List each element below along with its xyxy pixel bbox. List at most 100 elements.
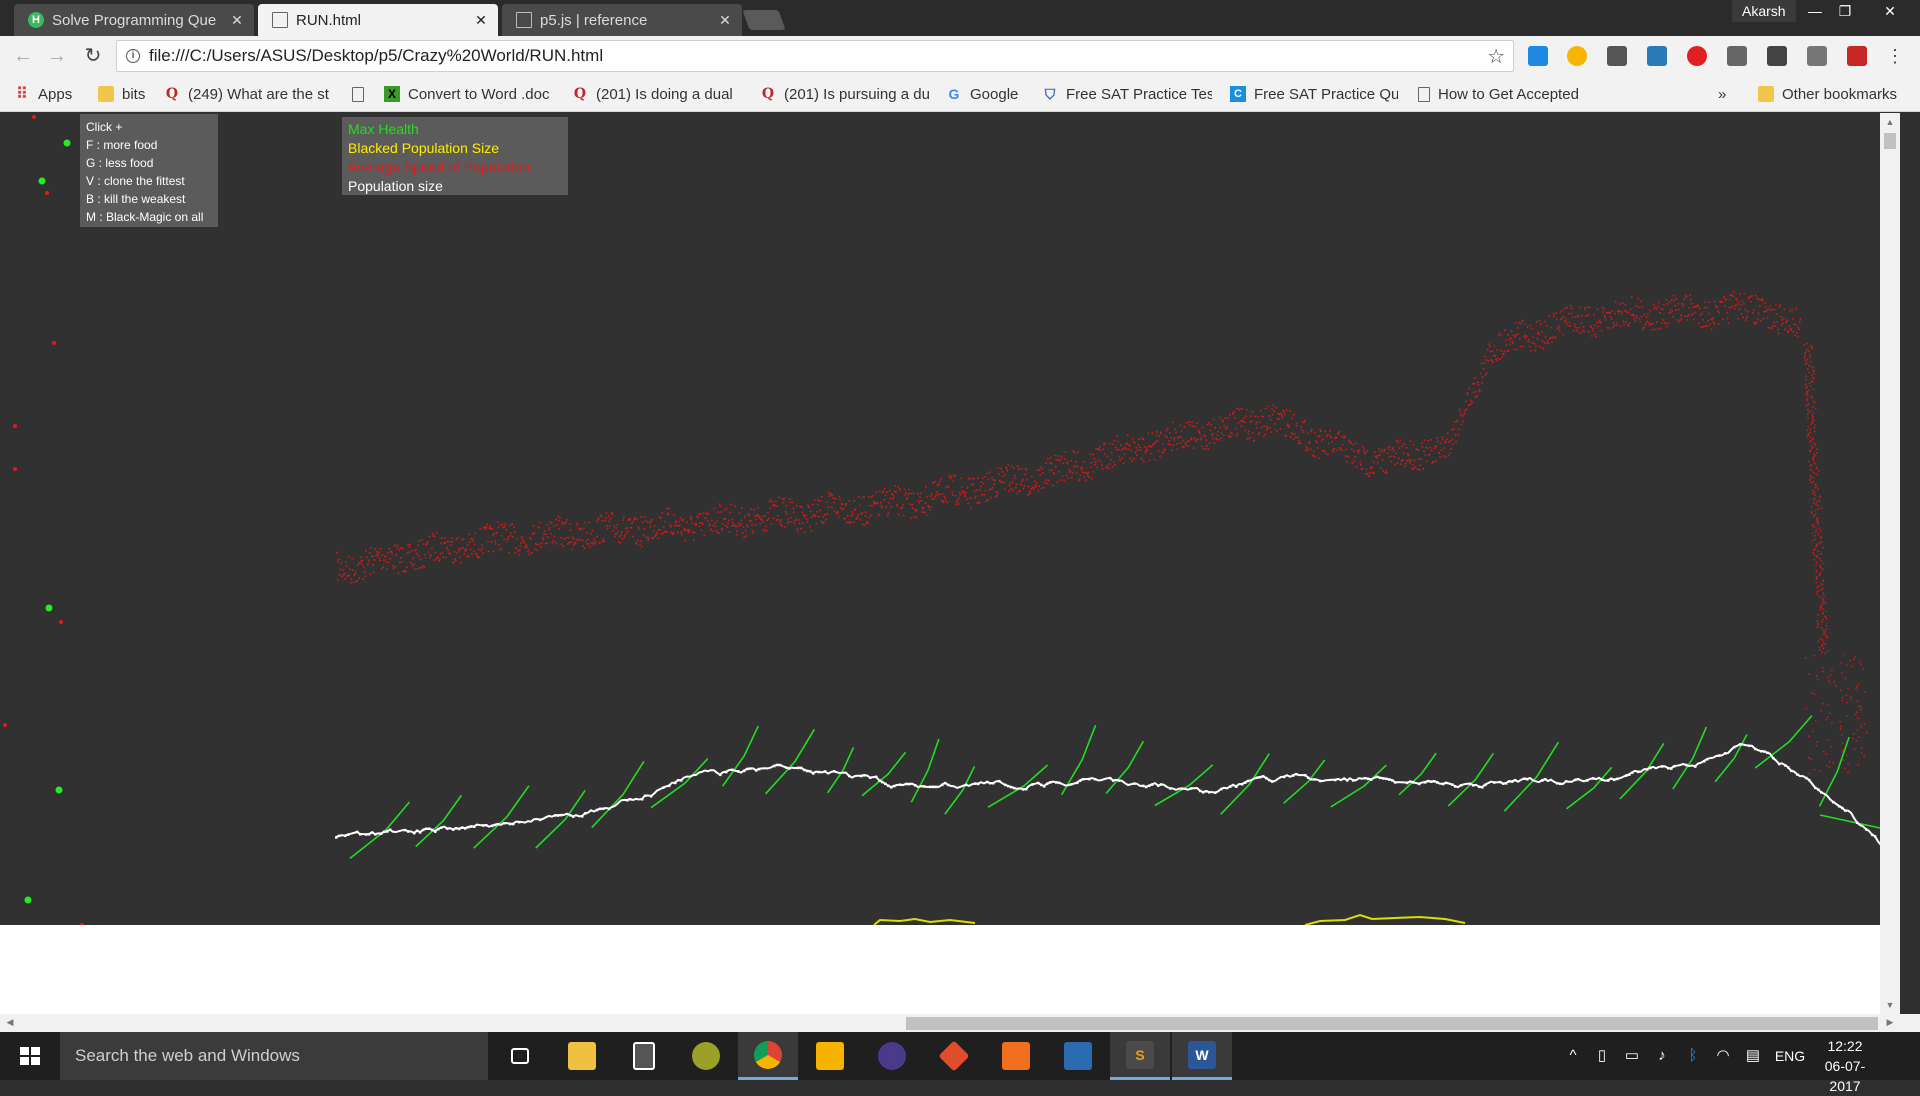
close-icon[interactable]: ✕ <box>719 11 731 28</box>
extension-star-icon[interactable] <box>1567 46 1587 66</box>
taskbar-file-explorer[interactable] <box>552 1032 612 1080</box>
menu-icon[interactable]: ⋮ <box>1886 46 1904 66</box>
bookmark-sat-questions[interactable]: C Free SAT Practice Que <box>1230 84 1398 104</box>
speed-point <box>357 564 359 566</box>
extension-icon[interactable] <box>1727 46 1747 66</box>
taskbar-app-2[interactable] <box>986 1032 1046 1080</box>
population-point <box>863 774 866 777</box>
usb-icon[interactable]: ▯ <box>1597 1047 1607 1064</box>
clock[interactable]: 12:22 06-07-2017 <box>1810 1036 1880 1096</box>
opera-icon[interactable] <box>1687 46 1707 66</box>
speed-point <box>638 528 640 531</box>
tab-solve-programming[interactable]: H Solve Programming Que ✕ <box>14 4 254 36</box>
taskbar-remote-desktop[interactable] <box>1048 1032 1108 1080</box>
speed-point <box>1467 404 1470 407</box>
reload-icon[interactable]: ↻ <box>84 45 102 67</box>
start-button[interactable] <box>0 1032 60 1080</box>
extension-icon[interactable] <box>1528 46 1548 66</box>
horizontal-scroll-thumb[interactable] <box>906 1017 1878 1030</box>
bookmark-google[interactable]: G Google <box>946 84 1019 104</box>
action-center-icon[interactable]: ▤ <box>1745 1047 1761 1064</box>
population-point <box>425 827 428 831</box>
speed-point <box>1064 451 1067 453</box>
horizontal-scrollbar[interactable]: ◀ ▶ <box>0 1014 1900 1032</box>
back-arrow-icon[interactable]: ← <box>13 45 33 67</box>
profile-button[interactable]: Akarsh <box>1732 0 1796 22</box>
wifi-icon[interactable]: ◠ <box>1716 1047 1730 1064</box>
close-icon[interactable]: ✕ <box>231 11 243 28</box>
speed-point <box>521 537 524 540</box>
speed-point <box>826 501 828 503</box>
minimize-icon[interactable]: — <box>1808 3 1822 19</box>
extension-icon[interactable] <box>1847 46 1867 66</box>
taskbar-search[interactable]: Search the web and Windows <box>60 1032 488 1080</box>
bluetooth-icon[interactable]: ᛒ <box>1688 1047 1698 1064</box>
restore-icon[interactable]: ❐ <box>1838 3 1852 19</box>
extension-icon[interactable] <box>1807 46 1827 66</box>
address-bar[interactable]: i file:///C:/Users/ASUS/Desktop/p5/Crazy… <box>116 40 1514 72</box>
speed-point <box>1716 306 1718 309</box>
bookmark-quora-1[interactable]: Q (249) What are the st <box>165 85 329 103</box>
show-hidden-icons[interactable]: ^ <box>1569 1047 1577 1064</box>
taskbar-sublime[interactable]: S <box>1110 1032 1170 1080</box>
scroll-down-icon[interactable]: ▼ <box>1885 1000 1895 1010</box>
taskbar-keep[interactable] <box>800 1032 860 1080</box>
forward-arrow-icon[interactable]: → <box>47 45 67 67</box>
battery-icon[interactable]: ▭ <box>1624 1047 1640 1064</box>
taskbar-git[interactable] <box>924 1032 984 1080</box>
bookmark-apps[interactable]: ⠿ Apps <box>14 84 72 104</box>
volume-icon[interactable]: ♪ <box>1658 1047 1666 1064</box>
taskbar-calculator[interactable] <box>614 1032 674 1080</box>
speed-point <box>774 500 777 503</box>
speed-point <box>688 529 691 532</box>
new-tab-button[interactable] <box>742 10 786 30</box>
extension-icon[interactable] <box>1647 46 1667 66</box>
simulation-canvas[interactable]: Click + F : more food G : less food V : … <box>0 113 1900 925</box>
bookmark-how-to-get-accepted[interactable]: How to Get Accepted <box>1418 84 1588 104</box>
bookmark-sat-test[interactable]: ⛉ Free SAT Practice Test <box>1042 84 1212 104</box>
speed-point <box>1677 308 1680 311</box>
speed-point <box>1250 415 1252 418</box>
extension-icon[interactable] <box>1607 46 1627 66</box>
bookmark-document[interactable] <box>352 84 372 104</box>
population-point <box>1874 835 1877 838</box>
speed-point <box>998 473 1000 475</box>
poison-particle <box>3 723 7 727</box>
scroll-up-icon[interactable]: ▲ <box>1885 117 1895 127</box>
speed-point <box>406 566 408 569</box>
bookmark-convert-word[interactable]: X Convert to Word .doc <box>384 84 554 104</box>
population-point <box>1379 776 1382 780</box>
taskbar-chrome[interactable] <box>738 1032 798 1080</box>
taskbar-app[interactable] <box>676 1032 736 1080</box>
bookmarks-overflow-button[interactable]: » <box>1718 85 1727 103</box>
vertical-scrollbar[interactable]: ▲ ▼ <box>1880 113 1900 1014</box>
tab-p5-reference[interactable]: p5.js | reference ✕ <box>502 4 742 36</box>
task-view-button[interactable] <box>490 1032 550 1080</box>
speed-point <box>1841 697 1844 699</box>
bookmark-other[interactable]: Other bookmarks <box>1758 84 1897 104</box>
speed-point <box>792 507 794 510</box>
speed-point <box>1810 365 1813 368</box>
bookmark-quora-3[interactable]: Q (201) Is pursuing a du <box>761 85 930 103</box>
speed-point <box>735 525 737 528</box>
bookmark-quora-2[interactable]: Q (201) Is doing a dual <box>573 85 733 103</box>
pocket-icon[interactable] <box>1767 46 1787 66</box>
scroll-left-icon[interactable]: ◀ <box>6 1017 14 1027</box>
taskbar-eclipse[interactable] <box>862 1032 922 1080</box>
bookmark-star-icon[interactable]: ☆ <box>1487 46 1505 68</box>
bookmark-bits[interactable]: bits <box>98 84 145 104</box>
speed-point <box>1130 449 1133 452</box>
speed-point <box>1561 317 1563 320</box>
language-indicator[interactable]: ENG <box>1774 1048 1806 1064</box>
speed-point <box>681 519 684 522</box>
speed-point <box>1519 337 1521 340</box>
info-icon[interactable]: i <box>126 49 140 63</box>
vertical-scroll-thumb[interactable] <box>1884 133 1896 149</box>
close-window-icon[interactable]: ✕ <box>1884 3 1896 19</box>
tab-run-html[interactable]: RUN.html ✕ <box>258 4 498 36</box>
taskbar-word[interactable]: W <box>1172 1032 1232 1080</box>
speed-point <box>1829 674 1832 676</box>
scroll-right-icon[interactable]: ▶ <box>1886 1017 1894 1027</box>
close-icon[interactable]: ✕ <box>475 11 487 28</box>
speed-point <box>549 521 552 523</box>
